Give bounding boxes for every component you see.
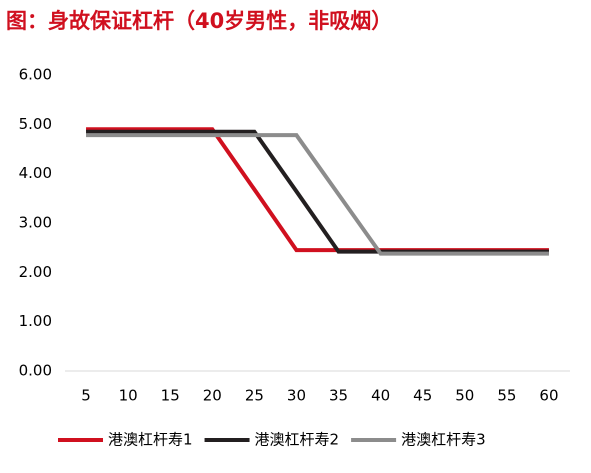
series-line <box>86 127 549 253</box>
y-tick-label: 4.00 <box>19 164 52 182</box>
series-line <box>86 133 549 256</box>
legend-label: 港澳杠杆寿1 <box>108 431 193 449</box>
y-tick-label: 2.00 <box>19 263 52 281</box>
x-tick-label: 5 <box>81 387 91 405</box>
y-tick-label: 5.00 <box>19 115 52 133</box>
x-tick-label: 40 <box>371 387 390 405</box>
legend-label: 港澳杠杆寿3 <box>401 431 486 449</box>
chart-title: 图：身故保证杠杆（40岁男性，非吸烟） <box>6 9 392 33</box>
y-tick-label: 6.00 <box>19 66 52 84</box>
x-tick-label: 10 <box>119 387 138 405</box>
x-tick-label: 25 <box>245 387 264 405</box>
x-tick-label: 45 <box>413 387 432 405</box>
x-tick-label: 15 <box>161 387 180 405</box>
legend-label: 港澳杠杆寿2 <box>255 431 340 449</box>
y-tick-label: 0.00 <box>19 362 52 380</box>
x-tick-label: 20 <box>203 387 222 405</box>
x-tick-label: 30 <box>287 387 306 405</box>
x-tick-label: 50 <box>455 387 474 405</box>
y-tick-label: 3.00 <box>19 214 52 232</box>
x-tick-label: 60 <box>539 387 558 405</box>
series-line <box>86 129 549 254</box>
x-tick-label: 35 <box>329 387 348 405</box>
y-tick-label: 1.00 <box>19 312 52 330</box>
x-tick-label: 55 <box>497 387 516 405</box>
